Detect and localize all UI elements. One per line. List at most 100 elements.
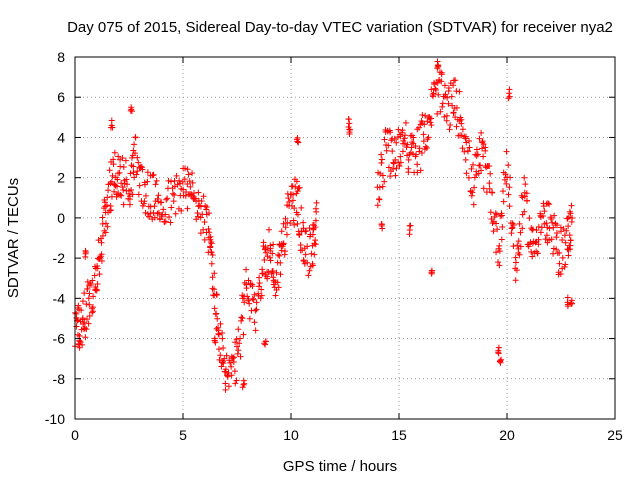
data-point <box>266 254 273 261</box>
data-point <box>232 380 239 387</box>
data-point <box>475 170 482 177</box>
data-point <box>519 225 526 232</box>
data-point <box>293 136 300 143</box>
data-point <box>270 241 277 248</box>
data-point <box>456 88 463 95</box>
data-point <box>123 176 130 183</box>
data-point <box>282 215 289 222</box>
data-point <box>306 267 313 274</box>
data-point <box>521 193 528 200</box>
data-point <box>486 180 493 187</box>
data-point <box>133 171 140 178</box>
data-point <box>144 210 151 217</box>
data-point <box>91 272 98 279</box>
data-point <box>445 88 452 95</box>
data-point <box>239 384 246 391</box>
data-point <box>222 366 229 373</box>
data-point <box>141 198 148 205</box>
data-point <box>496 262 503 269</box>
data-point <box>450 82 457 89</box>
data-point <box>474 151 481 158</box>
data-point <box>397 153 404 160</box>
data-point <box>178 207 185 214</box>
data-point <box>469 189 476 196</box>
data-point <box>312 241 319 248</box>
data-point <box>510 222 517 229</box>
data-point <box>439 100 446 107</box>
data-point <box>276 252 283 259</box>
data-point <box>399 127 406 134</box>
data-point <box>185 171 192 178</box>
data-point <box>294 211 301 218</box>
data-point <box>390 166 397 173</box>
data-point <box>267 245 274 252</box>
data-point <box>283 231 290 238</box>
data-point <box>398 129 405 136</box>
data-point <box>311 251 318 258</box>
data-point <box>150 171 157 178</box>
data-point <box>220 360 227 367</box>
data-point <box>487 209 494 216</box>
data-point <box>241 299 248 306</box>
data-point <box>124 181 131 188</box>
data-point <box>458 132 465 139</box>
data-point <box>296 232 303 239</box>
data-point <box>389 148 396 155</box>
data-point <box>479 138 486 145</box>
data-point <box>195 189 202 196</box>
data-point <box>75 340 82 347</box>
data-point <box>428 86 435 93</box>
data-point <box>90 293 97 300</box>
data-point <box>262 338 269 345</box>
data-point <box>213 310 220 317</box>
data-point <box>513 267 520 274</box>
data-point <box>118 192 125 199</box>
data-point <box>131 150 138 157</box>
data-point <box>548 236 555 243</box>
data-point <box>258 286 265 293</box>
data-point <box>459 126 466 133</box>
data-point <box>134 168 141 175</box>
data-point <box>443 117 450 124</box>
data-point <box>489 189 496 196</box>
data-point <box>473 152 480 159</box>
data-point <box>228 372 235 379</box>
data-point <box>85 295 92 302</box>
data-point <box>110 161 117 168</box>
data-point <box>478 129 485 136</box>
data-point <box>81 290 88 297</box>
data-point <box>312 237 319 244</box>
data-point <box>230 355 237 362</box>
y-tick-label: -6 <box>53 331 66 347</box>
data-point <box>284 190 291 197</box>
data-point <box>478 167 485 174</box>
data-point <box>492 210 499 217</box>
data-point <box>378 156 385 163</box>
data-point <box>102 229 109 236</box>
data-point <box>549 219 556 226</box>
data-point <box>295 139 302 146</box>
data-point <box>378 151 385 158</box>
data-point <box>129 191 136 198</box>
data-point <box>220 344 227 351</box>
data-point <box>385 164 392 171</box>
data-point <box>471 174 478 181</box>
data-point <box>251 319 258 326</box>
data-point <box>473 171 480 178</box>
data-point <box>201 219 208 226</box>
data-point <box>206 229 213 236</box>
data-point <box>275 251 282 258</box>
data-point <box>213 292 220 299</box>
y-tick-label: -4 <box>53 290 66 306</box>
data-point <box>428 122 435 129</box>
x-tick-label: 10 <box>283 427 299 443</box>
data-point <box>280 240 287 247</box>
data-point <box>104 194 111 201</box>
data-point <box>410 134 417 141</box>
data-point <box>219 359 226 366</box>
data-point <box>393 165 400 172</box>
data-point <box>302 251 309 258</box>
data-point <box>207 243 214 250</box>
data-point <box>500 198 507 205</box>
